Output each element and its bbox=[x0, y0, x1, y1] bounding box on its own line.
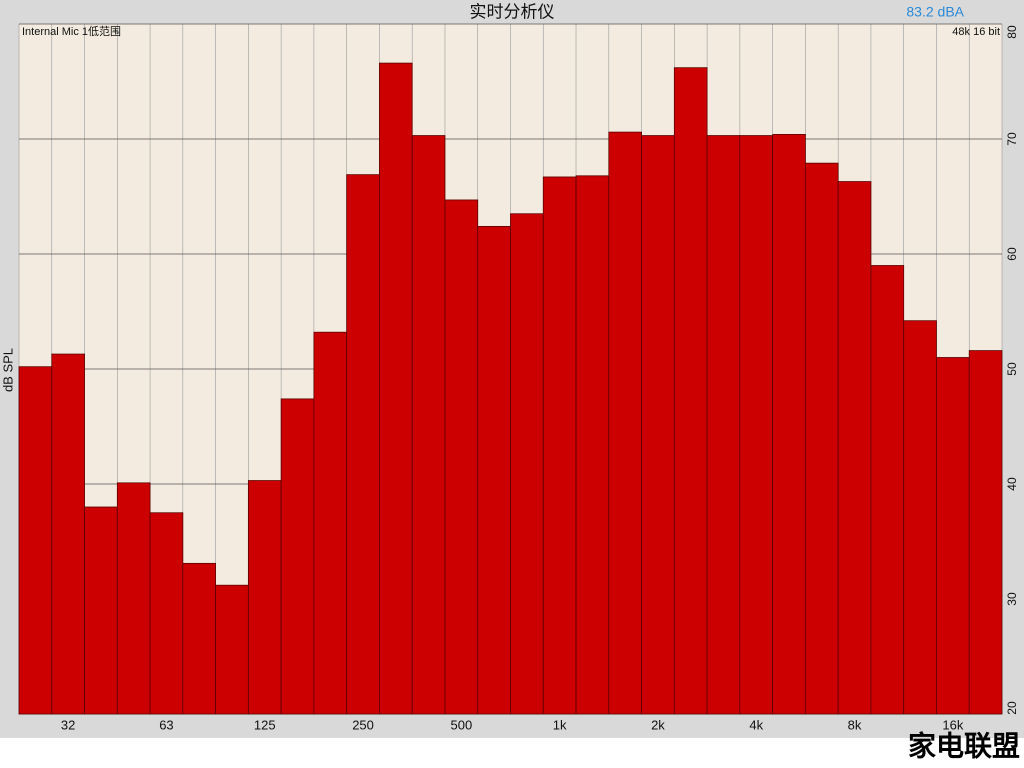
bar bbox=[968, 350, 1003, 715]
x-tick-label: 1k bbox=[553, 717, 567, 732]
x-tick-label: 125 bbox=[254, 717, 276, 732]
bar bbox=[444, 199, 479, 715]
bars bbox=[18, 62, 1003, 715]
y-tick-label: 60 bbox=[1005, 247, 1019, 261]
format-label: 48k 16 bit bbox=[952, 26, 1000, 38]
bar bbox=[936, 357, 970, 715]
bar bbox=[116, 482, 151, 715]
bar bbox=[575, 175, 610, 715]
bar bbox=[411, 135, 446, 715]
y-tick-label: 50 bbox=[1005, 362, 1019, 376]
bar bbox=[772, 133, 806, 715]
y-tick-label: 70 bbox=[1005, 132, 1019, 146]
bar bbox=[51, 353, 85, 715]
y-tick-label: 30 bbox=[1005, 592, 1019, 606]
bar bbox=[805, 162, 839, 715]
source-label: Internal Mic 1低范围 bbox=[22, 24, 121, 38]
bar bbox=[346, 174, 380, 715]
y-tick-label: 40 bbox=[1005, 477, 1019, 491]
bar bbox=[903, 320, 937, 715]
bar bbox=[84, 506, 118, 715]
bar bbox=[182, 562, 216, 715]
bar bbox=[18, 366, 53, 715]
x-tick-label: 2k bbox=[651, 717, 665, 732]
bar bbox=[837, 181, 872, 715]
bar bbox=[706, 135, 741, 715]
x-tick-label: 500 bbox=[450, 717, 472, 732]
x-tick-label: 32 bbox=[61, 717, 75, 732]
watermark: 家电联盟 bbox=[908, 729, 1020, 761]
x-tick-label: 250 bbox=[352, 717, 374, 732]
bar bbox=[510, 213, 544, 715]
bar bbox=[247, 480, 282, 715]
bar bbox=[673, 67, 708, 715]
bar bbox=[149, 512, 184, 715]
x-tick-label: 63 bbox=[159, 717, 173, 732]
x-tick-label: 4k bbox=[749, 717, 763, 732]
bar bbox=[739, 135, 774, 715]
bar bbox=[542, 176, 577, 715]
y-axis-label: dB SPL bbox=[0, 348, 15, 392]
bar bbox=[313, 331, 348, 715]
x-tick-label: 16k bbox=[942, 717, 963, 732]
chart-title: 实时分析仪 bbox=[470, 2, 555, 21]
y-tick-label: 80 bbox=[1005, 25, 1019, 39]
bar bbox=[379, 62, 413, 715]
bar bbox=[477, 225, 511, 715]
y-tick-label: 20 bbox=[1005, 701, 1019, 715]
bar bbox=[870, 265, 905, 715]
level-readout: 83.2 dBA bbox=[906, 4, 964, 20]
bar bbox=[215, 584, 249, 715]
bar bbox=[641, 135, 675, 715]
bar bbox=[280, 398, 315, 715]
x-tick-label: 8k bbox=[848, 717, 862, 732]
bar bbox=[608, 131, 642, 715]
